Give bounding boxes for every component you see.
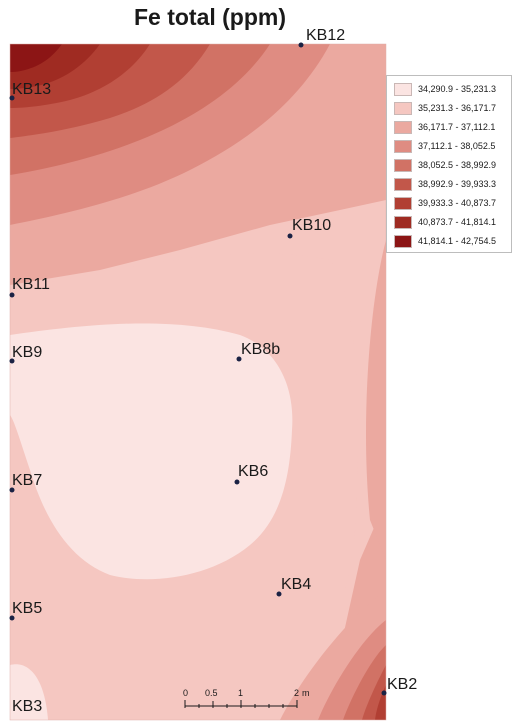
map-title: Fe total (ppm) bbox=[133, 4, 287, 30]
legend-item: 41,814.1 - 42,754.5 bbox=[394, 234, 496, 248]
map-frame bbox=[9, 43, 387, 721]
legend-item: 38,992.9 - 39,933.3 bbox=[394, 177, 496, 191]
label-kb5: KB5 bbox=[12, 600, 42, 617]
legend-item: 40,873.7 - 41,814.1 bbox=[394, 215, 496, 229]
label-kb12: KB12 bbox=[306, 27, 345, 44]
legend-range: 36,171.7 - 37,112.1 bbox=[418, 122, 496, 132]
scale-tick-0: 0 bbox=[183, 688, 188, 698]
legend-range: 37,112.1 - 38,052.5 bbox=[418, 141, 496, 151]
legend-swatch bbox=[394, 82, 412, 96]
zone-3-east bbox=[365, 240, 386, 560]
label-kb9: KB9 bbox=[12, 344, 42, 361]
legend-swatch bbox=[394, 234, 412, 248]
legend-range: 41,814.1 - 42,754.5 bbox=[418, 236, 497, 246]
legend-range: 39,933.3 - 40,873.7 bbox=[418, 198, 497, 208]
point-kb10 bbox=[287, 233, 293, 239]
label-kb8b: KB8b bbox=[241, 341, 280, 358]
legend-swatch bbox=[394, 120, 412, 134]
legend-item: 36,171.7 - 37,112.1 bbox=[394, 120, 495, 134]
scale-tick-0-5: 0.5 bbox=[205, 688, 218, 698]
zone-9-nw bbox=[10, 44, 62, 72]
point-kb7 bbox=[9, 487, 15, 493]
legend-item: 34,290.9 - 35,231.3 bbox=[394, 82, 496, 96]
scale-tick-2: 2 bbox=[294, 688, 299, 698]
point-kb9 bbox=[9, 358, 15, 364]
label-kb3: KB3 bbox=[12, 698, 42, 715]
point-kb2 bbox=[381, 690, 387, 696]
legend-swatch bbox=[394, 177, 412, 191]
point-kb5 bbox=[9, 615, 15, 621]
legend-item: 38,052.5 - 38,992.9 bbox=[394, 158, 496, 172]
legend-item: 39,933.3 - 40,873.7 bbox=[394, 196, 496, 210]
label-kb4: KB4 bbox=[281, 576, 311, 593]
legend-swatch bbox=[394, 101, 412, 115]
label-kb10: KB10 bbox=[292, 217, 331, 234]
point-kb8b bbox=[236, 356, 242, 362]
zone-1-center bbox=[10, 323, 293, 580]
point-kb4 bbox=[276, 591, 282, 597]
label-kb6: KB6 bbox=[238, 463, 268, 480]
legend-swatch bbox=[394, 215, 412, 229]
legend-swatch bbox=[394, 196, 412, 210]
label-kb2: KB2 bbox=[387, 676, 417, 693]
scale-ruler bbox=[184, 700, 298, 708]
zone-1-sw bbox=[10, 664, 48, 720]
legend-range: 38,992.9 - 39,933.3 bbox=[418, 179, 497, 189]
legend-range: 40,873.7 - 41,814.1 bbox=[418, 217, 497, 227]
legend-item: 37,112.1 - 38,052.5 bbox=[394, 139, 495, 153]
sample-points: KB12 KB13 KB10 KB11 KB9 KB8b KB7 KB6 KB4… bbox=[9, 27, 417, 715]
legend-item: 35,231.3 - 36,171.7 bbox=[394, 101, 496, 115]
legend-range: 38,052.5 - 38,992.9 bbox=[418, 160, 497, 170]
scale-tick-1: 1 bbox=[238, 688, 243, 698]
label-kb11: KB11 bbox=[12, 276, 50, 293]
point-kb11 bbox=[9, 292, 15, 298]
point-kb6 bbox=[234, 479, 240, 485]
legend-range: 35,231.3 - 36,171.7 bbox=[418, 103, 497, 113]
point-kb13 bbox=[9, 95, 15, 101]
label-kb7: KB7 bbox=[12, 472, 42, 489]
label-kb13: KB13 bbox=[12, 81, 51, 98]
scale-unit: m bbox=[302, 688, 310, 698]
legend-swatch bbox=[394, 139, 412, 153]
point-kb12 bbox=[298, 42, 304, 48]
scale-bar: 0 0.5 1 2 m bbox=[183, 688, 310, 708]
legend-swatch bbox=[394, 158, 412, 172]
legend-range: 34,290.9 - 35,231.3 bbox=[418, 84, 497, 94]
map-legend: 34,290.9 - 35,231.3 35,231.3 - 36,171.7 … bbox=[386, 75, 512, 253]
